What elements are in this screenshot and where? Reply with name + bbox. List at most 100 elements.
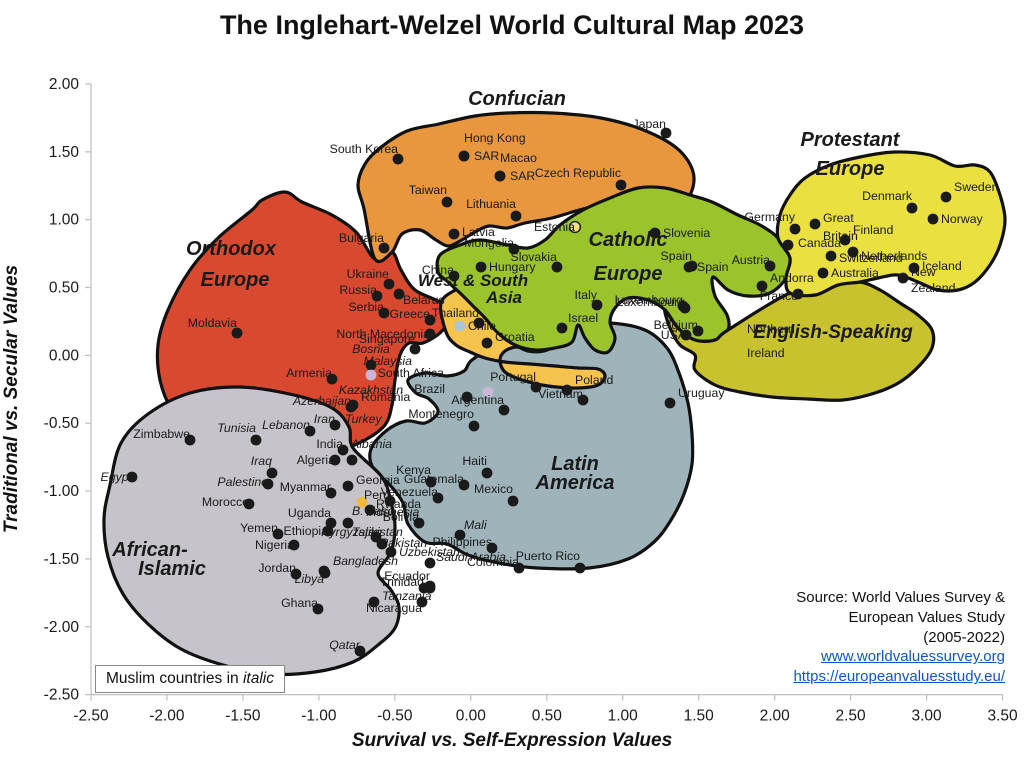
svg-text:Lithuania: Lithuania	[466, 197, 516, 211]
svg-text:South Africa: South Africa	[378, 366, 444, 380]
svg-text:Mexico: Mexico	[474, 482, 513, 496]
svg-text:0.00: 0.00	[456, 708, 487, 725]
svg-text:2.00: 2.00	[760, 708, 791, 725]
svg-text:Italy: Italy	[574, 288, 597, 302]
svg-text:0.00: 0.00	[49, 347, 80, 364]
svg-text:America: America	[535, 472, 615, 494]
svg-text:Luxembourg: Luxembourg	[615, 293, 684, 307]
svg-text:France: France	[760, 289, 798, 303]
svg-text:Denmark: Denmark	[862, 189, 913, 203]
svg-text:Brazil: Brazil	[414, 382, 445, 396]
svg-text:Nicaragua: Nicaragua	[366, 601, 422, 615]
svg-text:1.00: 1.00	[608, 708, 639, 725]
svg-text:Qatar: Qatar	[329, 638, 361, 652]
svg-text:Guatemala: Guatemala	[404, 472, 464, 486]
svg-text:Romania: Romania	[361, 390, 410, 404]
svg-text:-0.50: -0.50	[44, 415, 80, 432]
svg-text:Poland: Poland	[575, 373, 613, 387]
svg-text:Israel: Israel	[568, 311, 598, 325]
svg-text:Philippines: Philippines	[433, 535, 492, 549]
svg-text:Argentina: Argentina	[451, 393, 504, 407]
svg-text:Bangladesh: Bangladesh	[333, 554, 398, 568]
svg-text:Ecuador: Ecuador	[384, 569, 430, 583]
svg-text:1.50: 1.50	[49, 144, 80, 161]
svg-text:Albania: Albania	[350, 437, 392, 451]
svg-text:Taiwan: Taiwan	[409, 183, 447, 197]
svg-text:Australia: Australia	[831, 266, 879, 280]
svg-text:-2.50: -2.50	[44, 687, 80, 704]
svg-text:Europe: Europe	[594, 263, 663, 285]
svg-text:0.50: 0.50	[49, 280, 80, 297]
svg-text:Vietnam: Vietnam	[538, 387, 583, 401]
svg-text:Nigeria: Nigeria	[255, 538, 294, 552]
svg-text:Ireland: Ireland	[747, 346, 785, 360]
svg-text:Iran: Iran	[314, 412, 335, 426]
svg-text:Croatia: Croatia	[495, 330, 535, 344]
svg-text:Ghana: Ghana	[281, 596, 318, 610]
svg-text:Orthodox: Orthodox	[186, 238, 277, 260]
svg-text:Germany: Germany	[744, 210, 795, 224]
svg-text:Yemen: Yemen	[240, 521, 278, 535]
svg-text:Bolivia: Bolivia	[383, 510, 419, 524]
svg-text:SAR: SAR	[510, 169, 535, 183]
svg-text:Singapore: Singapore	[359, 332, 415, 346]
svg-text:3.00: 3.00	[912, 708, 943, 725]
svg-text:Uganda: Uganda	[288, 506, 331, 520]
svg-text:3.50: 3.50	[988, 708, 1019, 725]
svg-text:Spain: Spain	[697, 260, 729, 274]
svg-text:-1.00: -1.00	[301, 708, 337, 725]
svg-text:Spain: Spain	[661, 249, 693, 263]
svg-text:Czech Republic: Czech Republic	[535, 166, 621, 180]
svg-text:-2.00: -2.00	[44, 619, 80, 636]
svg-text:Egypt: Egypt	[101, 470, 133, 484]
svg-text:Puerto Rico: Puerto Rico	[516, 549, 580, 563]
svg-text:Serbia: Serbia	[348, 300, 384, 314]
svg-text:Algeria: Algeria	[297, 453, 335, 467]
svg-text:Norway: Norway	[941, 212, 984, 226]
svg-text:-2.50: -2.50	[73, 708, 109, 725]
svg-text:Austria: Austria	[732, 253, 770, 267]
svg-text:Asia: Asia	[485, 288, 522, 307]
svg-text:English-Speaking: English-Speaking	[753, 322, 913, 343]
svg-text:-1.50: -1.50	[225, 708, 261, 725]
svg-text:USA: USA	[661, 328, 687, 342]
svg-text:Mali: Mali	[464, 518, 488, 532]
svg-text:-1.50: -1.50	[44, 551, 80, 568]
svg-text:0.50: 0.50	[532, 708, 563, 725]
svg-text:-1.00: -1.00	[44, 483, 80, 500]
svg-text:Catholic: Catholic	[589, 229, 668, 251]
svg-text:2.00: 2.00	[49, 76, 80, 93]
svg-text:India: India	[316, 437, 343, 451]
svg-text:Bulgaria: Bulgaria	[339, 231, 384, 245]
svg-text:Sweden: Sweden	[954, 180, 999, 194]
svg-text:Zimbabwe: Zimbabwe	[133, 427, 190, 441]
svg-text:-0.50: -0.50	[377, 708, 413, 725]
svg-text:Armenia: Armenia	[286, 366, 332, 380]
svg-text:Haiti: Haiti	[462, 454, 487, 468]
svg-text:Finland: Finland	[853, 223, 893, 237]
svg-text:Japan: Japan	[632, 117, 666, 131]
svg-text:Slovenia: Slovenia	[663, 226, 710, 240]
svg-text:Kyrgyzstan: Kyrgyzstan	[321, 525, 382, 539]
svg-text:Uruguay: Uruguay	[678, 386, 725, 400]
svg-text:2.50: 2.50	[836, 708, 867, 725]
svg-text:Montenegro: Montenegro	[408, 407, 474, 421]
svg-text:Moldavia: Moldavia	[188, 316, 237, 330]
svg-text:SAR: SAR	[474, 149, 499, 163]
svg-text:Switzerland: Switzerland	[839, 251, 903, 265]
svg-text:Andorra: Andorra	[770, 271, 814, 285]
svg-text:Russia: Russia	[339, 283, 377, 297]
svg-text:Europe: Europe	[201, 269, 270, 291]
svg-text:Thailand: Thailand	[432, 306, 479, 320]
svg-text:Mongolia: Mongolia	[464, 236, 514, 250]
svg-text:Europe: Europe	[816, 158, 885, 180]
svg-text:Canada: Canada	[798, 236, 841, 250]
svg-text:Turkey: Turkey	[345, 412, 383, 426]
svg-text:Belarus: Belarus	[403, 293, 445, 307]
svg-text:Greece: Greece	[390, 307, 430, 321]
svg-text:Tunisia: Tunisia	[217, 421, 256, 435]
svg-text:Protestant: Protestant	[801, 129, 901, 151]
svg-text:Iraq: Iraq	[251, 454, 272, 468]
svg-text:Zealand: Zealand	[911, 281, 956, 295]
svg-text:Myanmar: Myanmar	[280, 480, 331, 494]
